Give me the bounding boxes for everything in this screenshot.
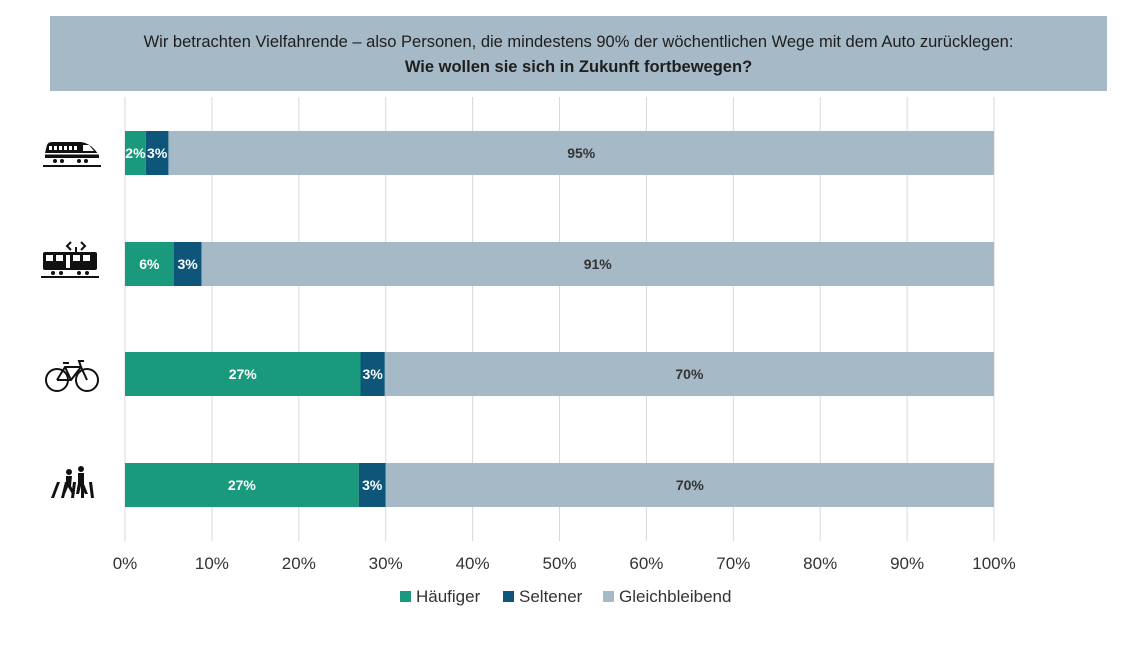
data-label: 27% — [229, 366, 258, 382]
x-tick-label: 40% — [456, 554, 490, 573]
x-tick-label: 30% — [369, 554, 403, 573]
data-label: 3% — [363, 366, 384, 382]
x-tick-label: 50% — [542, 554, 576, 573]
pedestrian-icon — [51, 466, 94, 498]
data-label: 91% — [584, 256, 613, 272]
x-tick-label: 100% — [972, 554, 1015, 573]
bar-gleichbleibend — [385, 463, 994, 507]
bar-haeufiger — [125, 131, 146, 175]
legend-label: Gleichbleibend — [619, 587, 731, 606]
bar-seltener — [145, 131, 169, 175]
bar-seltener — [173, 242, 202, 286]
bicycle-icon — [45, 360, 99, 392]
bar-haeufiger — [125, 352, 361, 396]
x-tick-label: 60% — [629, 554, 663, 573]
data-label: 2% — [125, 145, 146, 161]
bar-seltener — [360, 352, 385, 396]
x-tick-label: 70% — [716, 554, 750, 573]
legend-item-gleichbleibend: Gleichbleibend — [603, 587, 731, 606]
bar-gleichbleibend — [201, 242, 995, 286]
chart-header: Wir betrachten Vielfahrende – also Perso… — [50, 16, 1107, 91]
bar-gleichbleibend — [168, 131, 994, 175]
data-label: 70% — [676, 477, 705, 493]
bar-gleichbleibend — [384, 352, 994, 396]
chart-title: Wie wollen sie sich in Zukunft fortbeweg… — [404, 58, 753, 76]
bar-haeufiger — [125, 463, 359, 507]
legend-label: Häufiger — [416, 587, 481, 606]
bar-haeufiger — [125, 242, 174, 286]
legend-label: Seltener — [519, 587, 583, 606]
legend-item-seltener: Seltener — [503, 587, 583, 606]
legend-swatch — [603, 591, 614, 602]
chart-subtitle: Wir betrachten Vielfahrende – also Perso… — [143, 33, 1014, 51]
legend-swatch — [503, 591, 514, 602]
data-label: 3% — [177, 256, 198, 272]
legend-swatch — [400, 591, 411, 602]
x-tick-label: 80% — [803, 554, 837, 573]
x-tick-label: 10% — [195, 554, 229, 573]
x-tick-label: 20% — [282, 554, 316, 573]
x-tick-label: 0% — [113, 554, 138, 573]
train-icon — [43, 142, 101, 167]
data-label: 95% — [567, 145, 596, 161]
data-label: 70% — [675, 366, 704, 382]
x-tick-label: 90% — [890, 554, 924, 573]
tram-icon — [41, 241, 99, 278]
legend-item-haeufiger: Häufiger — [400, 587, 481, 606]
bar-seltener — [358, 463, 386, 507]
data-label: 3% — [362, 477, 383, 493]
data-label: 6% — [139, 256, 160, 272]
data-label: 27% — [228, 477, 257, 493]
data-label: 3% — [147, 145, 168, 161]
